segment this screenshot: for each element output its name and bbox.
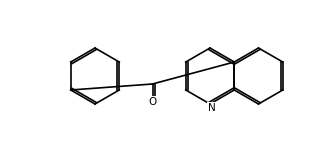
Text: N: N: [208, 103, 216, 113]
Text: O: O: [148, 97, 157, 107]
